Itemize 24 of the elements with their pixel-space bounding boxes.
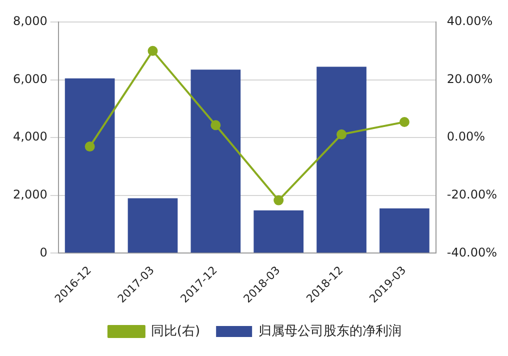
bar — [128, 198, 178, 253]
point — [399, 116, 410, 127]
bar — [64, 78, 115, 253]
y2-tick-label: 40.00% — [446, 14, 493, 28]
legend-label: 归属母公司股东的净利润 — [258, 324, 402, 339]
y-tick-label: 4,000 — [12, 130, 48, 144]
y-tick-label: 0 — [40, 245, 48, 260]
point — [148, 46, 158, 56]
point — [84, 142, 95, 152]
y-tick-label: 8,000 — [12, 14, 48, 28]
legend-label: 同比(右) — [150, 324, 200, 339]
y2-tick-label: -40.00% — [446, 245, 498, 260]
bar — [316, 66, 366, 253]
bar — [380, 208, 430, 253]
bar — [190, 70, 241, 253]
y-tick-label: 6,000 — [12, 72, 48, 86]
y2-tick-label: 0.00% — [446, 130, 486, 144]
point — [274, 195, 284, 206]
y2-tick-label: 20.00% — [446, 72, 493, 86]
y-tick-label: 2,000 — [12, 188, 48, 202]
point — [210, 120, 221, 130]
point — [336, 129, 347, 140]
y2-tick-label: -20.00% — [446, 188, 498, 202]
bar — [254, 210, 304, 253]
